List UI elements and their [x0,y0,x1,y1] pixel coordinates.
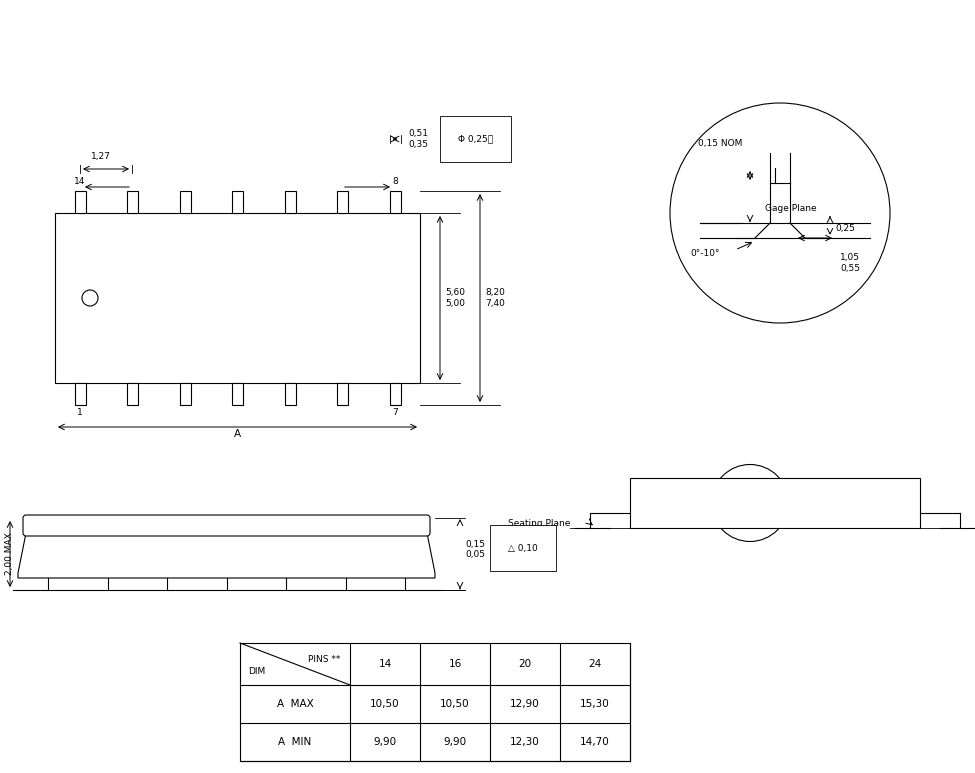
Text: 1,05
0,55: 1,05 0,55 [840,254,860,273]
Bar [55,213,420,383]
Text: 8: 8 [392,177,398,186]
Bar [179,191,190,213]
Text: Seating Plane: Seating Plane [508,519,570,527]
Text: 12,30: 12,30 [510,737,540,747]
Text: 10,50: 10,50 [370,699,400,709]
Text: 10,50: 10,50 [440,699,470,709]
Text: Φ 0,25Ⓜ: Φ 0,25Ⓜ [458,135,493,144]
Bar [74,383,86,405]
Text: 0,51
0,35: 0,51 0,35 [409,129,428,148]
Text: 9,90: 9,90 [373,737,397,747]
FancyBboxPatch shape [23,515,430,536]
Bar [389,383,401,405]
Text: 5,60
5,00: 5,60 5,00 [445,288,465,308]
Polygon shape [18,533,435,578]
Bar [231,383,243,405]
Text: 0,15
0,05: 0,15 0,05 [465,540,485,559]
Text: 12,90: 12,90 [510,699,540,709]
Circle shape [712,465,789,542]
Bar [240,643,630,761]
Text: △ 0,10: △ 0,10 [508,543,538,553]
Text: A  MIN: A MIN [279,737,312,747]
Bar [336,383,347,405]
Text: 0,15 NOM: 0,15 NOM [698,139,742,148]
Text: Gage Plane: Gage Plane [765,203,817,213]
Text: 2,00 MAX: 2,00 MAX [5,533,14,575]
Bar [127,383,137,405]
Bar [231,191,243,213]
Text: A  MAX: A MAX [277,699,313,709]
Text: 1: 1 [77,408,83,417]
Text: 8,20
7,40: 8,20 7,40 [485,288,505,308]
Text: 0,25: 0,25 [835,223,855,233]
Text: DIM: DIM [248,668,265,676]
Bar [127,191,137,213]
Bar [285,191,295,213]
Text: 1,27: 1,27 [91,152,111,161]
Bar [389,191,401,213]
Text: 14,70: 14,70 [580,737,610,747]
Text: 24: 24 [588,659,602,669]
Bar [285,383,295,405]
Text: 7: 7 [392,408,398,417]
Text: 9,90: 9,90 [444,737,467,747]
Bar [74,191,86,213]
Text: 16: 16 [448,659,461,669]
Bar [179,383,190,405]
Text: 14: 14 [378,659,392,669]
Text: 14: 14 [74,177,86,186]
Circle shape [82,290,98,306]
Text: A: A [234,429,241,439]
Circle shape [670,103,890,323]
Bar [336,191,347,213]
Text: 15,30: 15,30 [580,699,610,709]
Text: 0°-10°: 0°-10° [690,248,720,257]
Text: 20: 20 [519,659,531,669]
Bar [630,478,920,528]
Text: PINS **: PINS ** [308,655,340,663]
